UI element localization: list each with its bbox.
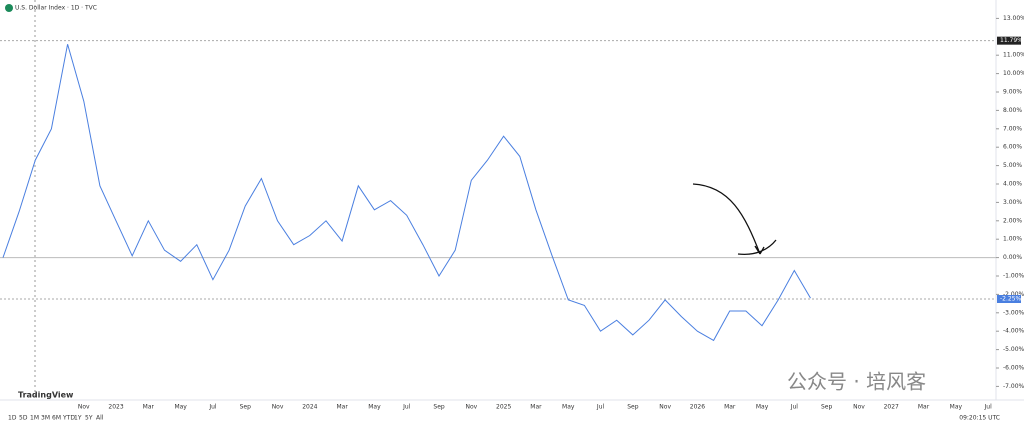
y-tick-label: 5.00% — [1003, 162, 1022, 169]
clock: 09:20:15 UTC — [959, 415, 1000, 422]
y-tick-label: 1.00% — [1003, 236, 1022, 243]
y-tick-label: 9.00% — [1003, 89, 1022, 96]
y-tick-label: 11.00% — [1003, 52, 1024, 59]
x-tick-label: Mar — [336, 404, 348, 411]
x-tick-label: Sep — [627, 404, 639, 411]
x-tick-label: May — [950, 404, 963, 411]
x-tick-label: Nov — [659, 404, 671, 411]
y-tick-label: -7.00% — [1003, 383, 1024, 390]
y-tick-label: 7.00% — [1003, 125, 1022, 132]
symbol-icon — [5, 4, 13, 12]
y-tick-label: 2.00% — [1003, 217, 1022, 224]
range-button[interactable]: 1Y — [74, 415, 82, 422]
x-tick-label: Mar — [143, 404, 155, 411]
price-label-bg — [997, 295, 1021, 303]
y-tick-label: -3.00% — [1003, 309, 1024, 316]
x-tick-label: 2027 — [884, 404, 899, 411]
line-series — [2, 44, 811, 342]
y-tick-label: 10.00% — [1003, 70, 1024, 77]
x-tick-label: 2026 — [690, 404, 705, 411]
y-tick-label: 0.00% — [1003, 254, 1022, 261]
price-label-bg — [997, 36, 1021, 45]
x-tick-label: Jul — [208, 404, 217, 411]
x-tick-label: Nov — [78, 404, 90, 411]
price-label: -2.25% — [1000, 296, 1022, 303]
logo: TradingView — [18, 391, 74, 400]
watermark: 公众号 · 培风客 — [787, 370, 926, 394]
y-tick-label: -1.00% — [1003, 273, 1024, 280]
x-tick-label: Nov — [272, 404, 284, 411]
price-label: 11.79% — [1000, 37, 1023, 44]
x-tick-label: Mar — [724, 404, 736, 411]
y-tick-label: -6.00% — [1003, 365, 1024, 372]
y-tick-label: 3.00% — [1003, 199, 1022, 206]
y-tick-label: -2.00% — [1003, 291, 1024, 298]
range-button[interactable]: YTD — [62, 415, 75, 422]
chart-title: U.S. Dollar Index · 1D · TVC — [15, 5, 97, 12]
x-tick-label: May — [174, 404, 187, 411]
x-tick-label: Sep — [821, 404, 833, 411]
range-button[interactable]: All — [96, 415, 104, 422]
x-tick-label: Mar — [918, 404, 930, 411]
x-tick-label: Nov — [465, 404, 477, 411]
range-button[interactable]: 5Y — [85, 415, 93, 422]
x-tick-label: Jul — [596, 404, 605, 411]
range-button[interactable]: 3M — [41, 415, 50, 422]
y-tick-label: 13.00% — [1003, 15, 1024, 22]
x-tick-label: Jul — [402, 404, 411, 411]
x-tick-label: Sep — [240, 404, 252, 411]
x-tick-label: Sep — [433, 404, 445, 411]
y-tick-label: 8.00% — [1003, 107, 1022, 114]
range-button[interactable]: 1D — [8, 415, 17, 422]
y-tick-label: -5.00% — [1003, 346, 1024, 353]
hand-drawn-arrow — [692, 183, 777, 256]
x-tick-label: Jul — [790, 404, 799, 411]
y-tick-label: 6.00% — [1003, 144, 1022, 151]
x-tick-label: Nov — [853, 404, 865, 411]
range-button[interactable]: 5D — [19, 415, 28, 422]
range-button[interactable]: 1M — [30, 415, 39, 422]
x-tick-label: Jul — [984, 404, 993, 411]
x-tick-label: May — [368, 404, 381, 411]
x-tick-label: May — [756, 404, 769, 411]
x-tick-label: Mar — [530, 404, 542, 411]
x-tick-label: 2024 — [302, 404, 317, 411]
x-tick-label: 2023 — [108, 404, 123, 411]
y-tick-label: -4.00% — [1003, 328, 1024, 335]
y-tick-label: 4.00% — [1003, 181, 1022, 188]
x-tick-label: May — [562, 404, 575, 411]
range-button[interactable]: 6M — [52, 415, 61, 422]
x-tick-label: 2025 — [496, 404, 511, 411]
